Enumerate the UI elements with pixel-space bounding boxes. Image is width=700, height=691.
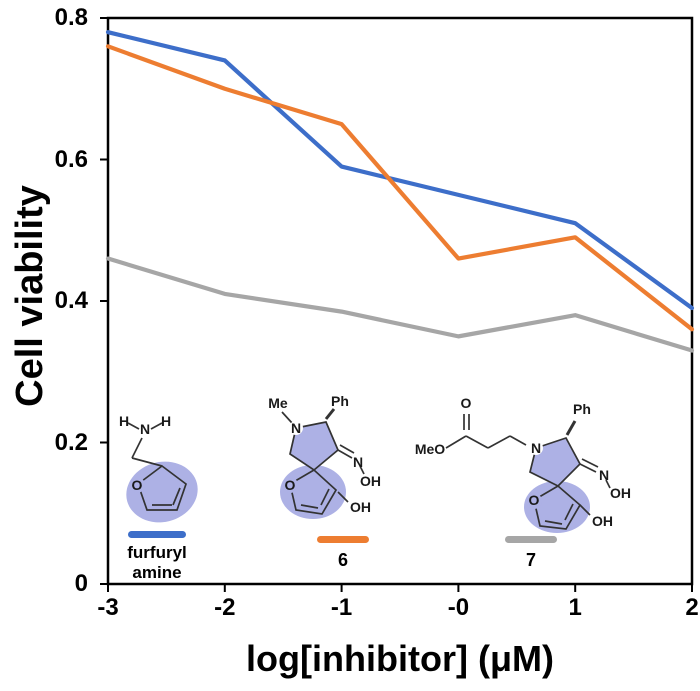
plot-area <box>100 16 695 592</box>
atom-label-o: O <box>132 477 143 493</box>
atom-label-ph: Ph <box>331 393 349 409</box>
x-tick-label: -1 <box>330 594 353 621</box>
atom-label-n: N <box>531 440 541 456</box>
y-tick-label: 0 <box>74 570 88 597</box>
furan-highlight <box>524 481 590 533</box>
atom-backing <box>289 421 303 435</box>
pyrrolidine-ring <box>289 421 340 472</box>
legend-dash-compound-6 <box>317 536 369 543</box>
legend-dash-compound-7 <box>505 536 557 543</box>
furan-highlight <box>280 465 346 519</box>
x-tick-label: 1 <box>568 594 582 621</box>
atom-label-ph: Ph <box>573 401 591 417</box>
series-line-furfuryl-amine <box>105 30 695 311</box>
atom-label-me: Me <box>268 395 288 411</box>
atom-label-oxime-oh: OH <box>610 485 631 501</box>
series-line-6 <box>105 44 695 332</box>
furfuryl-amine-structure: H N H O <box>119 413 198 523</box>
y-tick-label: 0.4 <box>54 287 88 314</box>
atom-backing <box>526 493 542 509</box>
atom-label-o: O <box>285 477 296 493</box>
atom-backing <box>129 477 145 493</box>
atom-label-oh: OH <box>592 513 613 529</box>
atom-label-oxime-oh: OH <box>360 473 381 489</box>
x-tick-label: 2 <box>685 594 699 621</box>
series-line-7 <box>105 256 695 353</box>
atom-label-n: N <box>291 420 301 436</box>
x-axis-title: log[inhibitor] (μM) <box>246 638 554 679</box>
atom-backing <box>282 477 298 493</box>
atom-label-carbonyl-o: O <box>461 395 472 411</box>
furan-highlight <box>126 461 198 523</box>
atom-label-h: H <box>161 413 171 429</box>
x-tick-label: -2 <box>214 594 236 621</box>
atom-label-o: O <box>529 492 540 508</box>
atom-label-oh: OH <box>350 499 371 515</box>
y-tick-label: 0.2 <box>54 428 88 456</box>
x-tick-label: -0 <box>447 594 470 621</box>
legend-label-compound-6: 6 <box>337 550 348 570</box>
atom-label-oxime-n: N <box>599 467 609 483</box>
atom-label-h: H <box>119 413 129 429</box>
atom-label-oxime-n: N <box>353 454 363 470</box>
compound-7-structure: MeO O Ph N N OH O OH <box>415 395 631 533</box>
compound-6-structure: Me Ph N N OH O OH <box>268 393 381 519</box>
x-tick-label: -3 <box>97 594 119 621</box>
y-tick-label: 0.8 <box>54 4 88 31</box>
y-tick-label: 0.6 <box>54 145 88 173</box>
atom-backing <box>529 441 543 455</box>
legend-dash-furfuryl-amine <box>128 531 186 538</box>
atom-label-n: N <box>140 421 150 437</box>
legend-label-amine: amine <box>132 562 182 582</box>
legend-label-compound-7: 7 <box>525 550 536 570</box>
legend-label-furfuryl: furfuryl <box>127 543 187 562</box>
atom-label-meo: MeO <box>415 441 445 457</box>
legend-label-furfuryl-amine: furfuryl amine <box>107 543 207 582</box>
